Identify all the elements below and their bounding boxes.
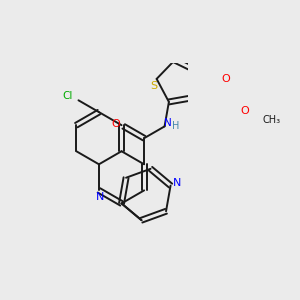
Text: N: N — [164, 118, 172, 128]
Text: O: O — [240, 106, 249, 116]
Text: S: S — [151, 81, 158, 91]
Text: O: O — [222, 74, 230, 84]
Text: O: O — [112, 119, 121, 129]
Text: CH₃: CH₃ — [262, 115, 280, 125]
Text: N: N — [96, 192, 104, 202]
Text: Cl: Cl — [62, 91, 73, 101]
Text: N: N — [172, 178, 181, 188]
Text: H: H — [172, 122, 179, 131]
